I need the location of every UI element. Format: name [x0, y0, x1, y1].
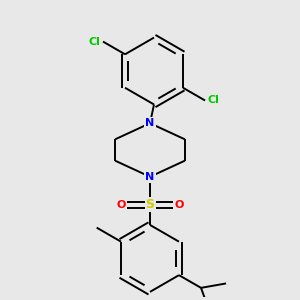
Text: Cl: Cl	[208, 95, 220, 106]
Text: O: O	[116, 200, 126, 210]
Text: N: N	[146, 172, 154, 182]
Text: S: S	[146, 198, 154, 212]
Text: N: N	[146, 118, 154, 128]
Text: Cl: Cl	[88, 37, 100, 46]
Text: O: O	[174, 200, 184, 210]
